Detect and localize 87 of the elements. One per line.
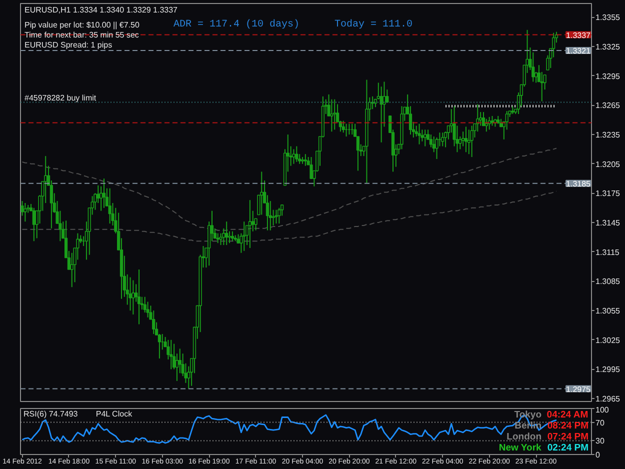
y-tick-label: 1.3115 — [596, 248, 620, 257]
y-tick-label: 1.2995 — [596, 365, 621, 374]
chart-title: RSI(6) 74.7493 — [24, 410, 78, 418]
annotation: Today = 111.0 — [334, 18, 413, 30]
candlestick — [132, 280, 135, 315]
ref-line-label: 1.3337 — [566, 30, 592, 40]
y-tick-label: 30 — [596, 436, 605, 446]
candlestick — [152, 310, 156, 335]
annotation: New York — [498, 442, 542, 454]
candlestick — [146, 301, 150, 318]
candlestick — [342, 120, 345, 134]
y-tick-label: 1.3085 — [596, 277, 621, 286]
candlestick — [225, 221, 228, 246]
annotation: 07:24 PM — [547, 432, 589, 442]
annotation: 08:24 PM — [547, 420, 589, 432]
y-tick-label: 0 — [596, 450, 600, 460]
candlestick — [108, 188, 112, 224]
candlestick — [219, 232, 222, 246]
candlestick — [458, 136, 462, 150]
y-tick-label: 1.3175 — [596, 189, 621, 198]
candlestick — [266, 194, 270, 231]
candlestick — [467, 129, 470, 155]
candlestick — [295, 146, 298, 162]
candlestick — [251, 210, 254, 232]
ref-line-label: 1.3321 — [566, 46, 592, 56]
y-tick-label: 1.2965 — [596, 394, 621, 404]
ref-line-label: 1.2975 — [566, 384, 592, 394]
candlestick — [44, 156, 48, 204]
candlestick — [304, 154, 307, 166]
y-tick-label: 1.3355 — [596, 13, 621, 22]
candlestick — [222, 228, 226, 246]
candlestick — [228, 230, 232, 244]
candlestick — [484, 118, 488, 132]
candlestick — [429, 134, 433, 148]
candlestick — [552, 32, 556, 58]
annotation: 04:24 AM — [546, 410, 588, 420]
candlestick — [441, 132, 444, 147]
candlestick — [260, 171, 264, 216]
candlestick — [248, 200, 252, 248]
candlestick — [278, 207, 281, 224]
y-tick-label: 70 — [596, 418, 605, 428]
y-tick-label: 1.3235 — [596, 130, 621, 140]
candlestick — [470, 125, 474, 158]
candlestick — [464, 126, 468, 153]
ref-line-label: 1.3185 — [566, 179, 592, 188]
candlestick — [461, 131, 465, 147]
y-tick-label: 1.3145 — [596, 218, 621, 228]
y-tick-label: 1.3265 — [596, 101, 621, 110]
candlestick — [292, 148, 296, 164]
chart-title: EURUSD,H1 1.3334 1.3340 1.3329 1.3337 — [24, 6, 178, 14]
candlestick — [242, 221, 246, 252]
annotation: #45978282 buy limit — [24, 93, 97, 102]
y-tick-label: 100 — [596, 406, 610, 414]
candlestick — [408, 106, 412, 136]
candlestick — [532, 52, 535, 82]
y-tick-label: 1.3325 — [596, 42, 621, 52]
candlestick — [505, 110, 508, 130]
candlestick — [230, 230, 234, 242]
y-tick-label: 1.3025 — [596, 336, 621, 345]
candlestick — [178, 348, 182, 374]
annotation: 02:24 PM — [547, 442, 589, 454]
annotation: Pip value per lot: $10.00 || €7.50 — [24, 20, 140, 30]
candlestick — [24, 202, 27, 222]
candlestick — [418, 123, 421, 145]
candlestick — [102, 178, 106, 208]
annotation: ADR = 117.4 (10 days) — [174, 18, 300, 30]
annotation: EURUSD Spread: 1 pips — [24, 40, 112, 50]
candlestick — [137, 268, 141, 325]
candlestick — [310, 156, 313, 180]
annotation: Tokyo — [514, 410, 542, 420]
candlestick — [32, 207, 36, 242]
candlestick — [96, 184, 100, 204]
y-tick-label: 1.3205 — [596, 160, 621, 169]
candlestick — [272, 209, 275, 226]
chart-subtitle: P4L Clock — [96, 410, 134, 418]
candlestick — [435, 136, 438, 160]
y-tick-label: 1.3295 — [596, 72, 621, 81]
candlestick — [274, 209, 278, 224]
candlestick — [333, 98, 336, 130]
candlestick — [386, 89, 389, 103]
candlestick — [128, 276, 132, 312]
y-tick-label: 1.3055 — [596, 306, 621, 316]
candlestick — [143, 296, 146, 314]
candlestick — [170, 339, 173, 370]
annotation: London — [506, 432, 542, 442]
candlestick — [424, 129, 427, 147]
candlestick — [330, 98, 334, 132]
